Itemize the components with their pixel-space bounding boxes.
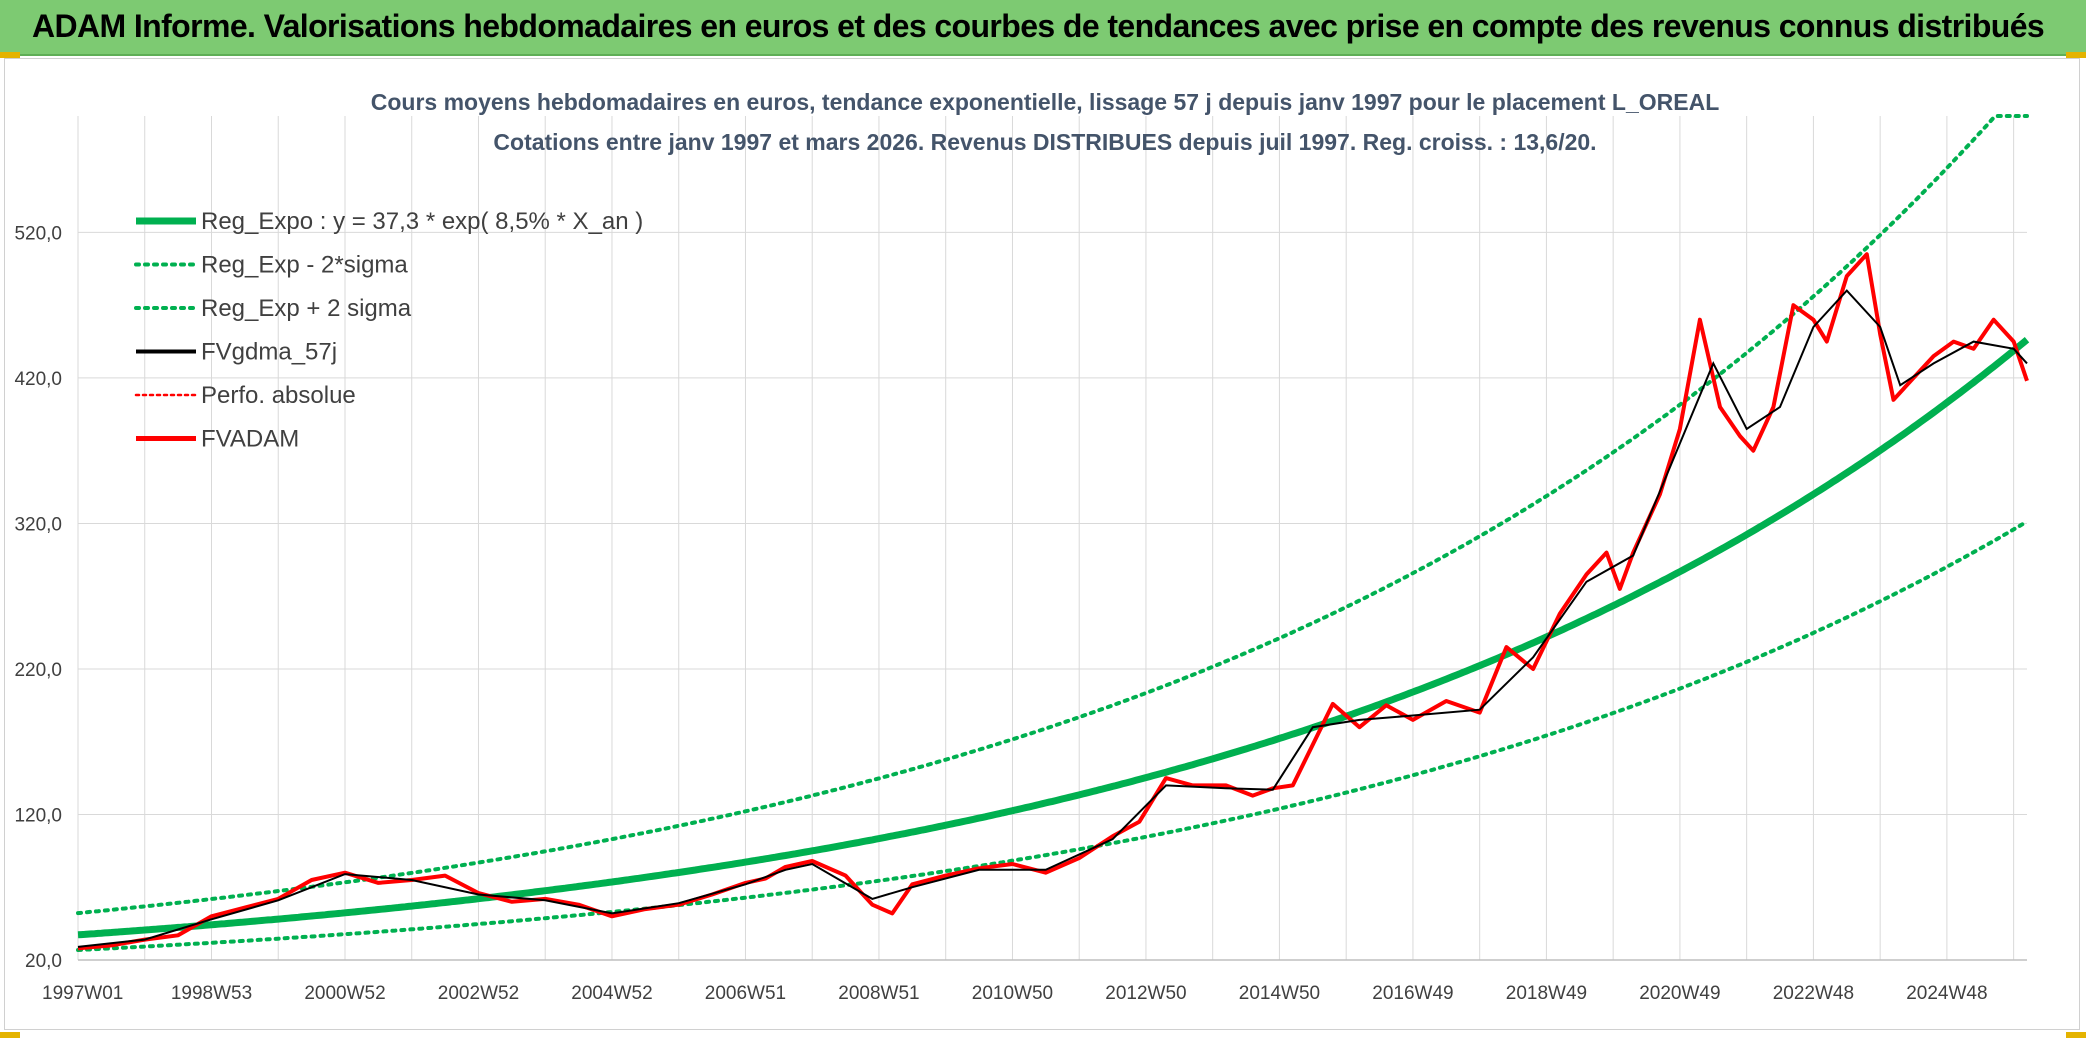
grid-layer (77, 116, 2027, 961)
series-reg-exp-plus-2-sigma (76, 114, 2029, 916)
axis-layer: 20,0 120,0 220,0 320,0 420,0 520,0 1997W01 1998… (14, 223, 2027, 1004)
series-fvgdma-57j (77, 289, 2028, 948)
corner-accent (0, 52, 20, 58)
legend-label: Perfo. absolue (201, 382, 356, 409)
legend: Reg_Expo : y = 37,3 * exp( 8,5% * X_an )… (134, 208, 643, 453)
y-tick-label: 20,0 (25, 951, 62, 972)
chart-subtitle: Cotations entre janv 1997 et mars 2026. … (493, 129, 1596, 155)
chart-frame (4, 58, 2080, 1030)
top-banner: ADAM Informe. Valorisations hebdomadaire… (0, 0, 2086, 56)
x-tick-label: 2008W51 (838, 983, 919, 1004)
series-reg-expo (77, 336, 2030, 939)
x-tick-label: 2012W50 (1105, 983, 1186, 1004)
y-tick-label: 520,0 (14, 223, 62, 244)
y-tick-label: 120,0 (14, 805, 62, 826)
x-tick-label: 2002W52 (438, 983, 519, 1004)
x-tick-label: 2000W52 (304, 983, 385, 1004)
legend-label: Reg_Exp - 2*sigma (201, 252, 408, 279)
y-tick-label: 320,0 (14, 514, 62, 535)
series-layer (76, 114, 2030, 952)
x-tick-label: 2010W50 (972, 983, 1053, 1004)
x-tick-label: 1997W01 (42, 983, 123, 1004)
chart-title: Cours moyens hebdomadaires en euros, ten… (371, 89, 1720, 115)
y-tick-label: 420,0 (14, 369, 62, 390)
y-tick-label: 220,0 (14, 660, 62, 681)
banner-title: ADAM Informe. Valorisations hebdomadaire… (32, 8, 2045, 44)
series-reg-exp-minus-2-sigma (76, 519, 2029, 952)
x-tick-label: 2020W49 (1639, 983, 1720, 1004)
x-tick-label: 2018W49 (1506, 983, 1587, 1004)
x-tick-label: 2024W48 (1906, 983, 1987, 1004)
series-fvadam (77, 252, 2029, 951)
x-tick-label: 2022W48 (1773, 983, 1854, 1004)
x-tick-label: 2006W51 (705, 983, 786, 1004)
legend-label: Reg_Expo : y = 37,3 * exp( 8,5% * X_an ) (201, 208, 643, 235)
corner-accent (0, 1032, 20, 1038)
corner-accent (2066, 1032, 2086, 1038)
x-tick-label: 1998W53 (171, 983, 252, 1004)
x-tick-label: 2016W49 (1372, 983, 1453, 1004)
legend-label: FVADAM (201, 426, 299, 453)
legend-label: Reg_Exp + 2 sigma (201, 295, 412, 322)
legend-label: FVgdma_57j (201, 339, 337, 366)
x-tick-label: 2014W50 (1239, 983, 1320, 1004)
x-tick-label: 2004W52 (571, 983, 652, 1004)
corner-accent (2066, 52, 2086, 58)
